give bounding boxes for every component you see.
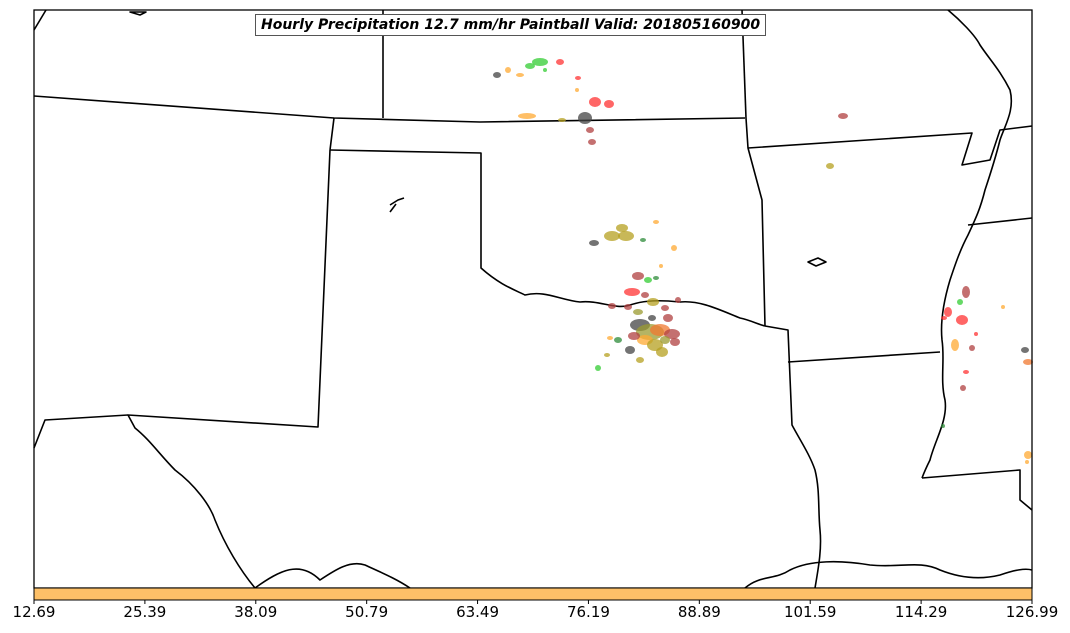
precipitation-blob xyxy=(578,112,592,124)
precipitation-blob xyxy=(586,127,594,133)
precipitation-blob xyxy=(543,68,547,72)
precipitation-blob xyxy=(653,276,659,280)
border-tn-south xyxy=(967,217,1033,226)
precipitation-blob xyxy=(659,264,663,268)
precipitation-blob xyxy=(675,297,681,303)
precipitation-blob xyxy=(636,357,644,363)
colorbar-tick-label: 25.39 xyxy=(123,603,167,621)
precipitation-blob xyxy=(956,315,968,325)
precipitation-blob xyxy=(595,365,601,371)
colorbar-tick-label: 101.59 xyxy=(783,603,837,621)
precipitation-blob xyxy=(962,286,970,298)
precipitation-paintballs xyxy=(493,58,1033,464)
precipitation-blob xyxy=(624,288,640,296)
precipitation-blob xyxy=(493,72,501,78)
precipitation-blob xyxy=(525,63,535,69)
precipitation-blob xyxy=(653,220,659,224)
precipitation-blob xyxy=(648,315,656,321)
gulf-coast-tx-south xyxy=(254,562,411,589)
precipitation-blob xyxy=(624,304,632,310)
precipitation-blob xyxy=(941,424,945,428)
border-ok-ar xyxy=(745,117,766,327)
precipitation-blob xyxy=(969,345,975,351)
precipitation-blob xyxy=(604,353,610,357)
precipitation-blob xyxy=(556,59,564,65)
border-nm-tx xyxy=(127,149,331,589)
colorbar xyxy=(33,587,1033,601)
precipitation-blob xyxy=(944,307,952,317)
border-mississippi-river xyxy=(921,9,1013,479)
precipitation-blob xyxy=(664,329,680,339)
precipitation-blob xyxy=(516,73,524,77)
precipitation-blob xyxy=(632,272,644,280)
precipitation-blob xyxy=(1023,359,1033,365)
precipitation-blob xyxy=(963,370,969,374)
precipitation-blob xyxy=(656,347,668,357)
precipitation-blob xyxy=(588,139,596,145)
precipitation-blob xyxy=(644,277,652,283)
precipitation-blob xyxy=(960,385,966,391)
colorbar-tick-label: 114.29 xyxy=(894,603,948,621)
border-ks-north xyxy=(33,95,746,123)
precipitation-blob xyxy=(941,316,947,320)
precipitation-blob xyxy=(625,346,635,354)
gulf-coast-la xyxy=(744,560,1033,589)
precipitation-blob xyxy=(633,309,643,315)
precipitation-blob xyxy=(616,224,628,232)
precipitation-blob xyxy=(505,67,511,73)
precipitation-blob xyxy=(589,240,599,246)
map-title: Hourly Precipitation 12.7 mm/hr Paintbal… xyxy=(255,14,767,36)
precipitation-blob xyxy=(558,118,566,122)
border-tx-la xyxy=(764,325,822,589)
colorbar-tick-label: 76.19 xyxy=(566,603,610,621)
precipitation-blob xyxy=(1024,451,1032,459)
lake-outline xyxy=(807,257,827,267)
precipitation-blob xyxy=(575,76,581,80)
colorbar-tick-label: 63.49 xyxy=(456,603,500,621)
precipitation-blob xyxy=(1025,460,1029,464)
precipitation-blob xyxy=(957,299,963,305)
map-background xyxy=(34,10,1032,588)
precipitation-blob xyxy=(640,238,646,242)
border-ar-la xyxy=(787,351,941,363)
precipitation-blob xyxy=(614,337,622,343)
precipitation-blob xyxy=(647,298,659,306)
precipitation-blob xyxy=(575,88,579,92)
colorbar-ticks xyxy=(33,600,1033,604)
border-ut-edge xyxy=(33,9,47,31)
precipitation-blob xyxy=(607,336,613,340)
border-la-ms xyxy=(921,469,1033,511)
precipitation-blob xyxy=(663,314,673,322)
precipitation-blob xyxy=(974,332,978,336)
precipitation-blob xyxy=(661,305,669,311)
colorbar-tick-label: 38.09 xyxy=(234,603,278,621)
precipitation-blob xyxy=(641,292,649,298)
precipitation-blob xyxy=(671,245,677,251)
border-mexico-west xyxy=(33,414,129,449)
precipitation-blob xyxy=(518,113,536,119)
precipitation-blob xyxy=(826,163,834,169)
precipitation-blob xyxy=(1021,347,1029,353)
precipitation-blob xyxy=(618,231,634,241)
precipitation-blob xyxy=(532,58,548,66)
precipitation-blob xyxy=(670,338,680,346)
precipitation-blob xyxy=(1001,305,1005,309)
precipitation-blob xyxy=(951,339,959,351)
colorbar-tick-label: 126.99 xyxy=(1005,603,1059,621)
precipitation-blob xyxy=(604,231,620,241)
border-mo-south xyxy=(747,125,1033,166)
lake-top xyxy=(129,11,147,16)
precipitation-blob xyxy=(604,100,614,108)
border-co-nm xyxy=(329,117,335,151)
colorbar-tick-label: 50.79 xyxy=(345,603,389,621)
precipitation-blob xyxy=(838,113,848,119)
precipitation-blob xyxy=(608,303,616,309)
colorbar-tick-label: 12.69 xyxy=(12,603,56,621)
precipitation-blob xyxy=(628,332,640,340)
precipitation-blob xyxy=(589,97,601,107)
colorbar-tick-label: 88.89 xyxy=(677,603,721,621)
reservoir-outline xyxy=(389,197,405,213)
precipitation-blob xyxy=(660,336,670,344)
